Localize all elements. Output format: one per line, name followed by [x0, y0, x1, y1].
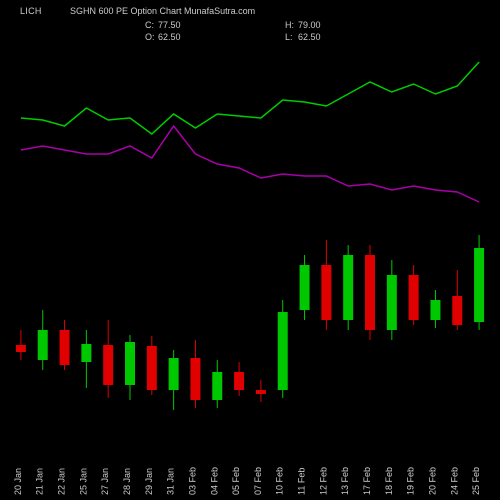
x-axis-label: 24 Feb — [449, 467, 459, 495]
x-axis-label: 22 Jan — [57, 468, 67, 495]
x-axis-label: 04 Feb — [209, 467, 219, 495]
x-axis-label: 18 Feb — [384, 467, 394, 495]
x-axis-label: 25 Jan — [78, 468, 88, 495]
x-axis-label: 27 Jan — [100, 468, 110, 495]
candle-body — [278, 312, 288, 390]
x-axis-label: 17 Feb — [362, 467, 372, 495]
x-axis-label: 03 Feb — [187, 467, 197, 495]
candle-body — [60, 330, 70, 365]
x-axis-label: 05 Feb — [231, 467, 241, 495]
stat-l-value: 62.50 — [298, 32, 321, 42]
candle-body — [81, 344, 91, 362]
x-axis-label: 10 Feb — [275, 467, 285, 495]
x-axis-label: 11 Feb — [297, 468, 307, 495]
stat-h-label: H: — [285, 20, 294, 30]
candle-body — [147, 346, 157, 390]
candle-body — [169, 358, 179, 390]
candle-body — [365, 255, 375, 330]
candle-body — [321, 265, 331, 320]
stat-c-label: C: — [145, 20, 154, 30]
candle-body — [300, 265, 310, 310]
x-axis-label: 20 Feb — [427, 467, 437, 495]
x-axis-label: 19 Feb — [406, 467, 416, 495]
candle-body — [38, 330, 48, 360]
candle-body — [387, 275, 397, 330]
candle-body — [409, 275, 419, 320]
x-axis-label: 28 Jan — [122, 468, 132, 495]
stat-o-label: O: — [145, 32, 155, 42]
x-axis-label: 21 Jan — [35, 468, 45, 495]
chart-title-left: LICH — [20, 6, 42, 16]
x-axis-label: 13 Feb — [340, 467, 350, 495]
x-axis-label: 07 Feb — [253, 467, 263, 495]
candle-body — [430, 300, 440, 320]
chart-canvas: 20 Jan 21 Jan 22 Jan 25 Jan 27 Jan 28 Jan 29 J… — [0, 0, 500, 500]
candle-body — [234, 372, 244, 390]
stat-o-value: 62.50 — [158, 32, 181, 42]
chart-title-mid: SGHN 600 PE Option Chart MunafaSutra.com — [70, 6, 255, 16]
candle-body — [16, 345, 26, 352]
line-series-bottom — [21, 126, 479, 202]
stat-c-value: 77.50 — [158, 20, 181, 30]
chart-root: LICH SGHN 600 PE Option Chart MunafaSutr… — [0, 0, 500, 500]
candle-body — [212, 372, 222, 400]
candle-body — [190, 358, 200, 400]
x-axis-label: 20 Jan — [13, 468, 23, 495]
x-axis-label: 25 Feb — [471, 467, 481, 495]
x-axis-label: 29 Jan — [144, 468, 154, 495]
candle-body — [474, 248, 484, 322]
candle-body — [256, 390, 266, 394]
candle-body — [452, 296, 462, 325]
stat-h-value: 79.00 — [298, 20, 321, 30]
candle-body — [103, 345, 113, 385]
line-series-top — [21, 62, 479, 134]
candle-body — [125, 342, 135, 385]
stat-l-label: L: — [285, 32, 293, 42]
candle-body — [343, 255, 353, 320]
x-axis-label: 31 Jan — [166, 468, 176, 495]
x-axis-label: 12 Feb — [318, 467, 328, 495]
